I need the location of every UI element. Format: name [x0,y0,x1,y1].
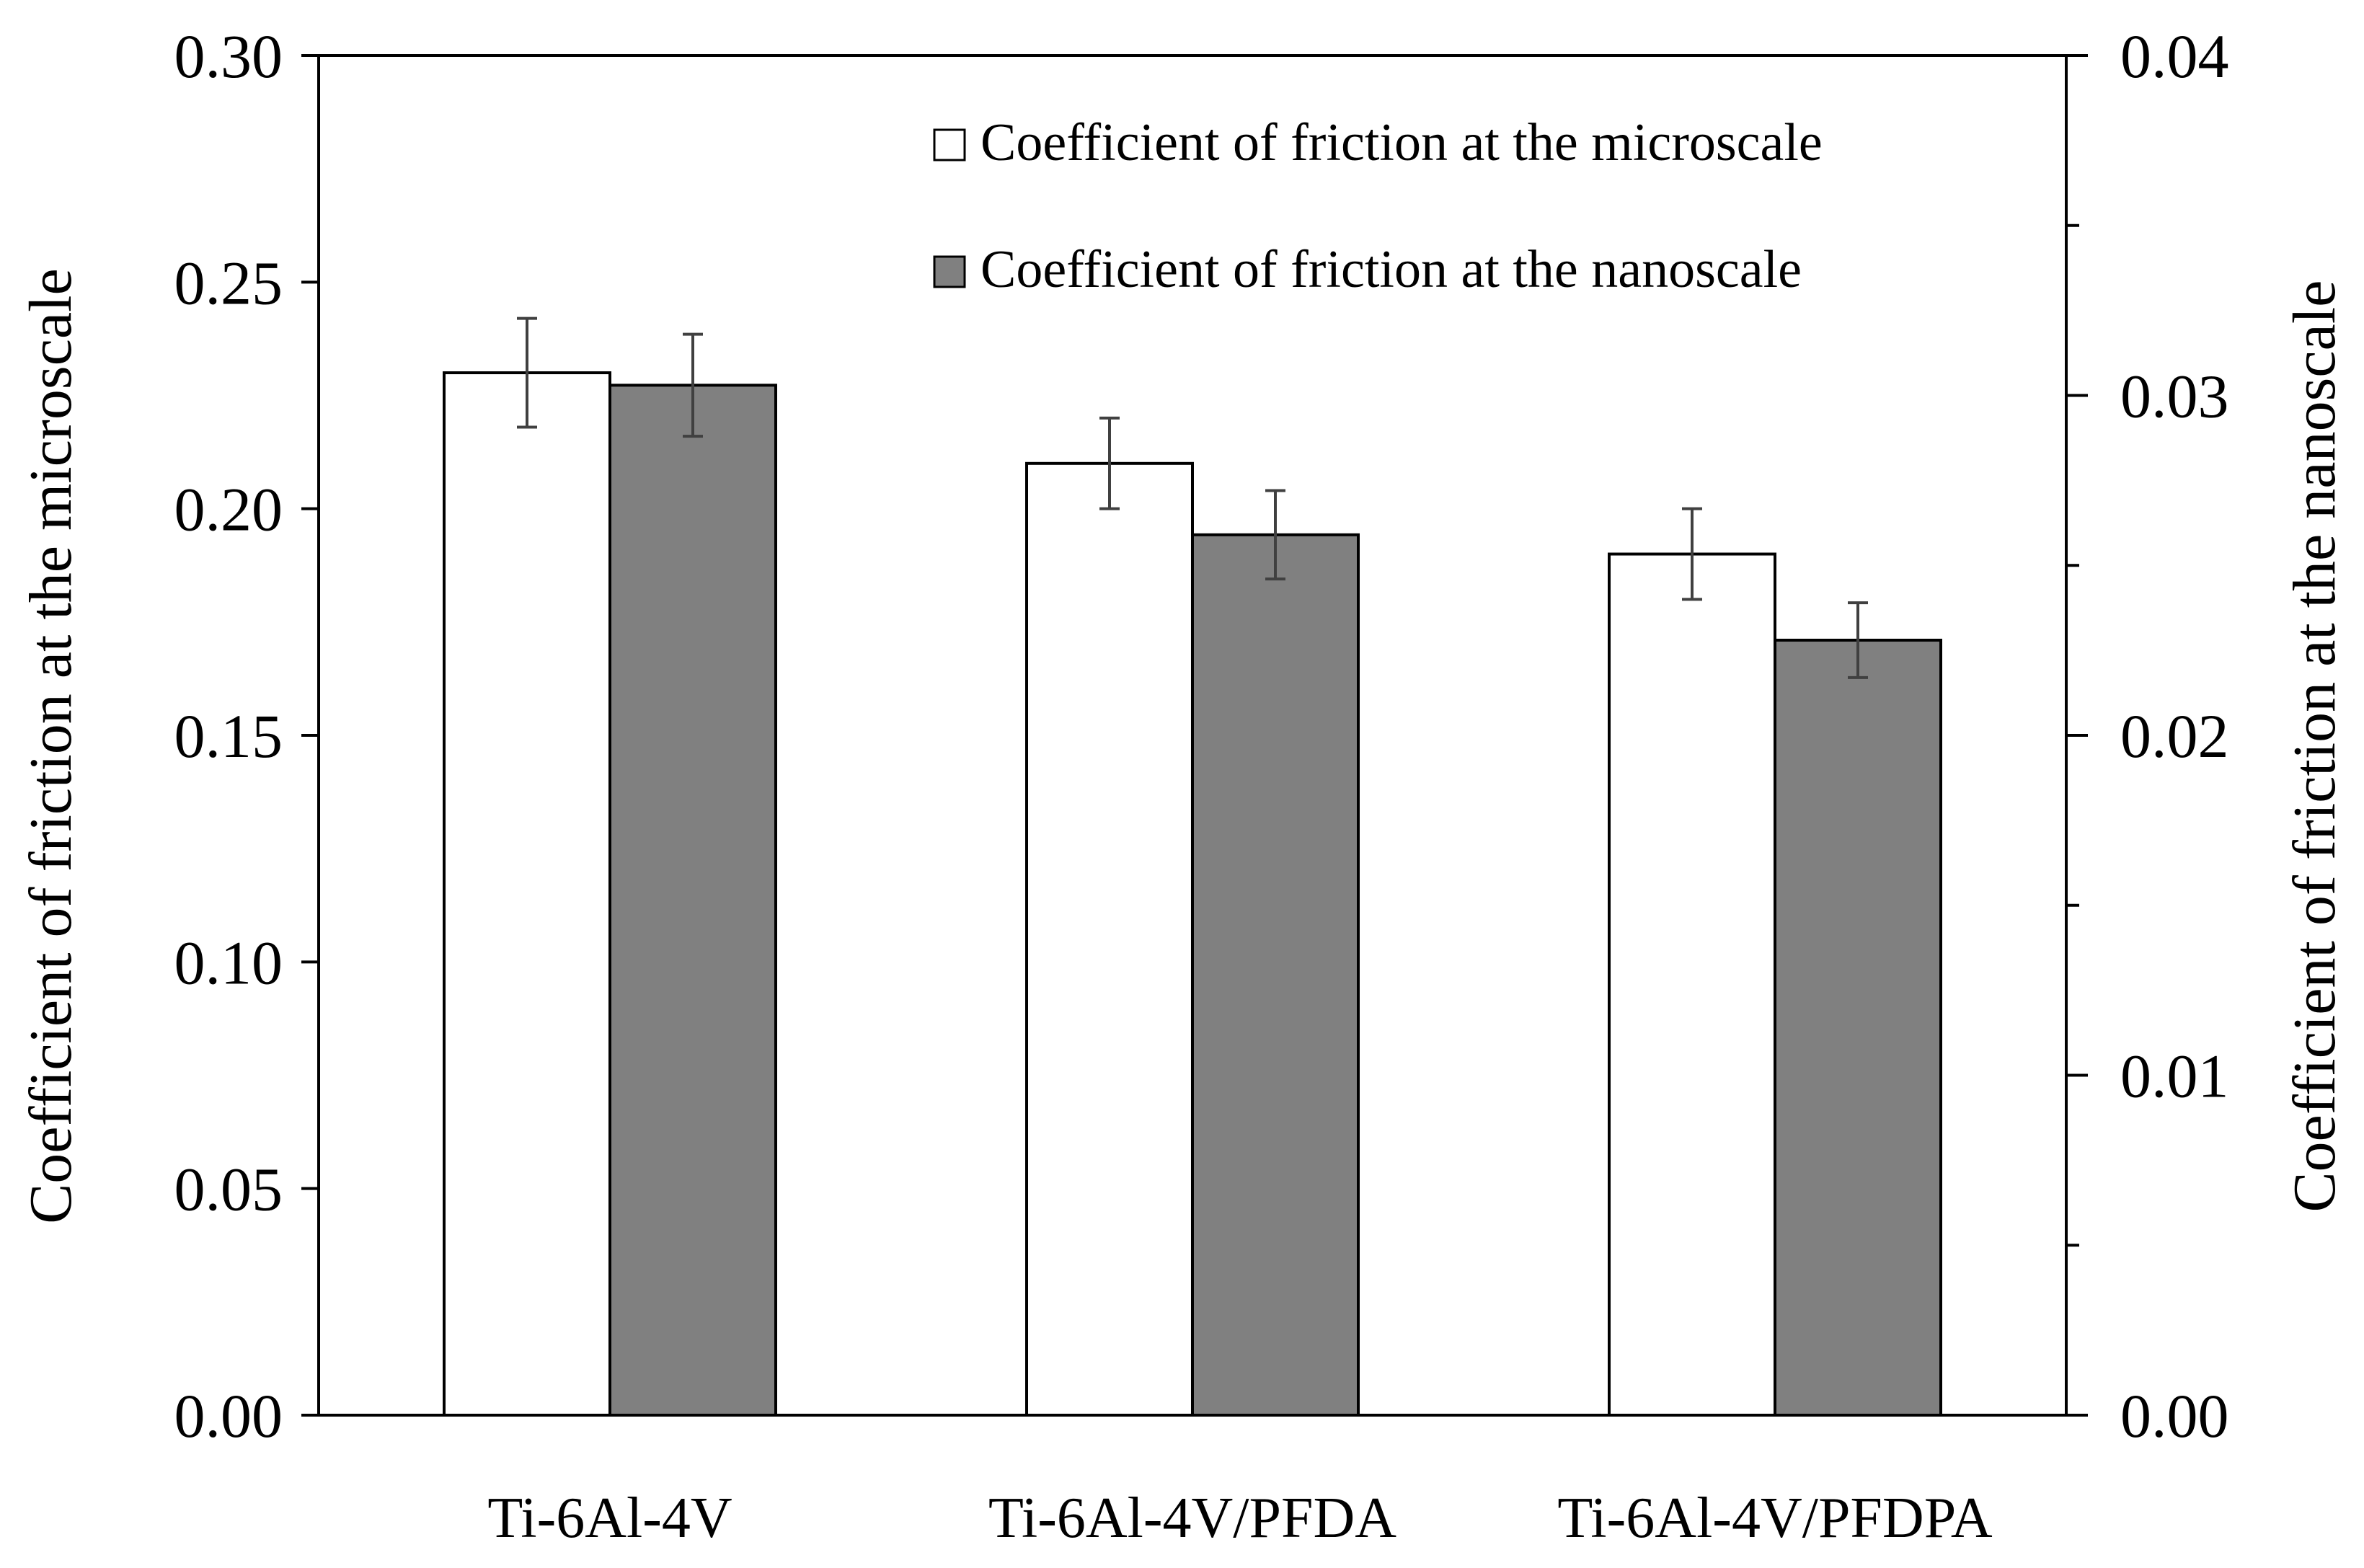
bars-layer [443,371,1942,1417]
y-right-tick-label: 0.04 [2120,22,2229,91]
y-left-tick-label: 0.15 [174,701,283,771]
legend: Coefficient of friction at the microscal… [933,113,1823,299]
error-bars-layer [517,316,1868,679]
y-axis-right-label: Coefficient of friction at the nanoscale [2281,280,2348,1213]
y-axis-left-label: Coefficient of friction at the microscal… [17,268,84,1224]
legend-label-nanoscale: Coefficient of friction at the nanoscale [980,240,1802,299]
bar-nanoscale [608,384,777,1417]
y-left-tick-label: 0.00 [174,1381,283,1450]
y-right-tick-label: 0.01 [2120,1042,2229,1111]
y-right-tick-label: 0.02 [2120,701,2229,771]
x-category-label: Ti-6Al-4V [487,1487,732,1550]
bar-microscale [1608,552,1776,1417]
x-category-label: Ti-6Al-4V/PFDPA [1557,1487,1992,1550]
bar-nanoscale [1774,638,1942,1417]
legend-swatch-microscale [933,128,966,161]
y-left-tick-label: 0.20 [174,475,283,544]
y-left-tick-label: 0.10 [174,928,283,997]
bar-nanoscale [1191,533,1360,1417]
y-left-tick-label: 0.05 [174,1155,283,1224]
bar-microscale [1025,461,1194,1417]
y-left-tick-label: 0.25 [174,248,283,317]
bar-microscale [443,371,611,1417]
legend-label-microscale: Coefficient of friction at the microscal… [980,113,1823,172]
y-right-tick-label: 0.03 [2120,362,2229,431]
x-axis-labels: Ti-6Al-4V Ti-6Al-4V/PFDA Ti-6Al-4V/PFDPA [487,1487,1993,1550]
legend-swatch-nanoscale [933,255,966,288]
x-category-label: Ti-6Al-4V/PFDA [988,1487,1396,1550]
y-right-tick-label: 0.00 [2120,1381,2229,1450]
left-axis: 0.00 0.05 0.10 0.15 0.20 0.25 0.30 [174,22,319,1450]
y-left-tick-label: 0.30 [174,22,283,91]
right-axis: 0.00 0.01 0.02 0.03 0.04 [2066,22,2229,1450]
